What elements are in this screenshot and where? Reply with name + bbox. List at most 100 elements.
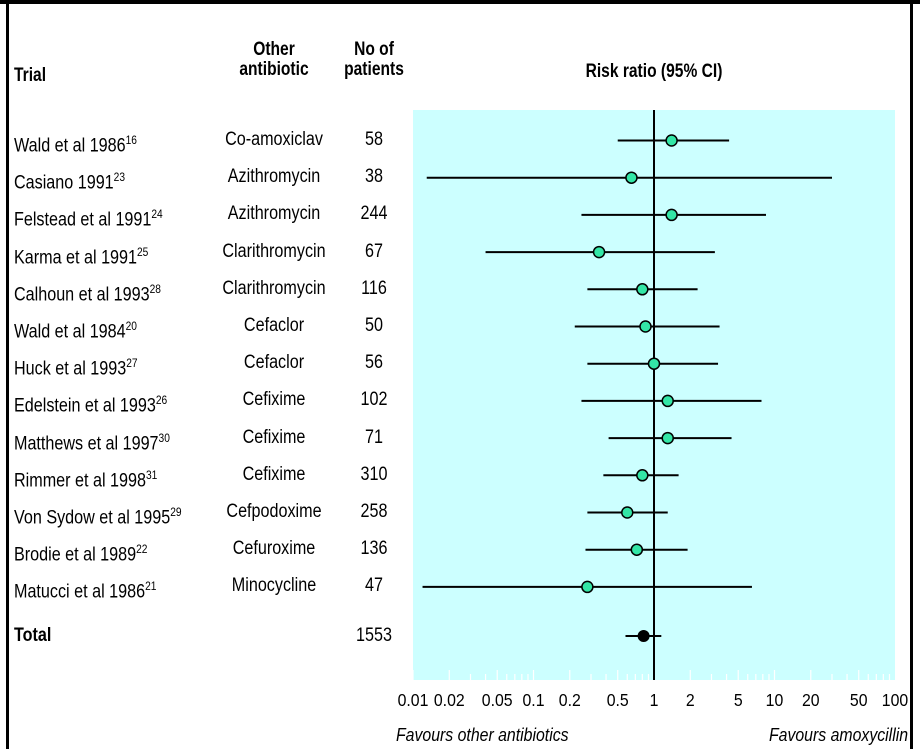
trial-name-text: Rimmer et al 1998 <box>14 470 146 492</box>
x-tick-label: 5 <box>734 690 743 710</box>
point-estimate-marker <box>665 208 678 222</box>
antibiotic-name: Cefpodoxime <box>226 501 322 522</box>
x-tick-label: 0.1 <box>523 690 545 710</box>
favours-right-label: Favours amoxycillin <box>768 725 908 745</box>
point-estimate-marker <box>581 580 594 594</box>
antibiotic-name: Azithromycin <box>227 166 321 188</box>
antibiotic-name: Clarithromycin <box>222 277 326 299</box>
point-estimate-marker <box>621 506 634 519</box>
trial-name: Casiano 199123 <box>14 165 125 195</box>
antibiotic-name: Azithromycin <box>227 203 321 225</box>
patient-count: 67 <box>365 240 383 262</box>
point-estimate-marker <box>647 357 661 370</box>
trial-name-text: Huck et al 1993 <box>14 358 127 380</box>
patient-count: 258 <box>360 501 388 522</box>
x-tick-label: 0.05 <box>482 690 513 710</box>
trial-name: Calhoun et al 199328 <box>14 277 161 307</box>
patients-header-line2: patients <box>344 59 404 80</box>
x-tick-label: 0.5 <box>607 690 629 710</box>
top-border <box>0 0 920 4</box>
other-antibiotic-header-line1: Other <box>253 39 295 60</box>
antibiotic-name: Cefuroxime <box>232 538 316 560</box>
trial-name-text: Casiano 1991 <box>14 172 114 194</box>
patients-header-line1: No of <box>354 39 394 60</box>
patient-count: 50 <box>365 315 383 336</box>
trial-reference: 28 <box>149 281 161 296</box>
trial-name-text: Karma et al 1991 <box>14 246 137 268</box>
left-border <box>6 0 9 749</box>
trial-name: Rimmer et al 199831 <box>14 463 157 493</box>
trial-reference: 21 <box>145 579 157 594</box>
trial-reference: 16 <box>125 133 137 147</box>
risk-ratio-header: Risk ratio (95% CI) <box>585 61 723 82</box>
x-tick-label: 0.01 <box>398 690 429 710</box>
trial-name-text: Matucci et al 1986 <box>14 581 146 603</box>
trial-name: Wald et al 198420 <box>14 314 137 344</box>
point-estimate-marker <box>661 431 674 445</box>
trial-header: Trial <box>14 65 47 86</box>
trial-name: Brodie et al 198922 <box>14 537 147 567</box>
antibiotic-name: Cefixime <box>242 463 306 485</box>
patient-count: 71 <box>365 426 383 448</box>
x-tick-label: 1 <box>650 690 659 710</box>
total-label: Total <box>14 625 52 646</box>
point-estimate-marker <box>639 320 652 333</box>
right-border <box>910 0 913 749</box>
patient-count: 244 <box>360 203 388 225</box>
x-tick-label: 100 <box>882 690 908 710</box>
trial-reference: 30 <box>158 430 170 445</box>
trial-name: Matucci et al 198621 <box>14 574 156 604</box>
point-estimate-marker <box>630 543 644 556</box>
trial-reference: 25 <box>136 244 149 259</box>
total-patients: 1553 <box>356 625 392 646</box>
trial-reference: 31 <box>145 467 158 482</box>
trial-name: Karma et al 199125 <box>14 240 148 270</box>
trial-reference: 20 <box>125 319 137 333</box>
point-estimate-marker <box>636 283 649 296</box>
point-estimate-marker <box>665 134 678 147</box>
patient-count: 136 <box>360 538 388 560</box>
favours-left-label: Favours other antibiotics <box>396 725 569 745</box>
total-marker <box>637 630 650 642</box>
trial-reference: 22 <box>136 542 148 557</box>
trial-name-text: Wald et al 1984 <box>14 321 126 343</box>
trial-name: Von Sydow et al 199529 <box>14 500 182 530</box>
trial-reference: 29 <box>170 505 182 519</box>
x-tick-label: 0.2 <box>559 690 581 710</box>
trial-reference: 26 <box>155 393 168 408</box>
point-estimate-marker <box>661 394 674 408</box>
trial-name: Matthews et al 199730 <box>14 426 170 456</box>
patient-count: 47 <box>365 575 383 597</box>
patient-count: 116 <box>361 277 387 299</box>
trial-name: Felstead et al 199124 <box>14 202 163 232</box>
trial-name-text: Wald et al 1986 <box>14 135 126 157</box>
antibiotic-name: Cefaclor <box>243 315 305 336</box>
trial-name-text: Von Sydow et al 1995 <box>14 507 171 529</box>
x-tick-label: 10 <box>766 690 784 710</box>
trial-reference: 27 <box>126 356 138 371</box>
antibiotic-name: Cefixime <box>242 426 306 448</box>
trial-name-text: Calhoun et al 1993 <box>14 284 150 306</box>
trial-name-text: Matthews et al 1997 <box>14 432 159 454</box>
trial-name-text: Brodie et al 1989 <box>14 544 137 566</box>
patient-count: 56 <box>365 352 383 374</box>
antibiotic-name: Co-amoxiclav <box>225 129 323 150</box>
patient-count: 102 <box>360 389 388 411</box>
point-estimate-marker <box>625 171 638 184</box>
trial-name: Wald et al 198616 <box>14 128 137 158</box>
patient-count: 38 <box>365 166 383 188</box>
other-antibiotic-header-line2: antibiotic <box>239 59 309 80</box>
point-estimate-marker <box>592 245 606 259</box>
antibiotic-name: Cefixime <box>242 389 306 411</box>
trial-name-text: Felstead et al 1991 <box>14 209 152 231</box>
trial-name: Edelstein et al 199326 <box>14 388 167 418</box>
antibiotic-name: Cefaclor <box>243 352 305 374</box>
antibiotic-name: Clarithromycin <box>222 240 326 262</box>
patient-count: 58 <box>365 129 383 150</box>
antibiotic-name: Minocycline <box>231 575 317 597</box>
trial-reference: 23 <box>113 170 126 185</box>
trial-reference: 24 <box>151 207 163 222</box>
point-estimate-marker <box>636 469 649 482</box>
x-tick-label: 50 <box>850 690 868 710</box>
